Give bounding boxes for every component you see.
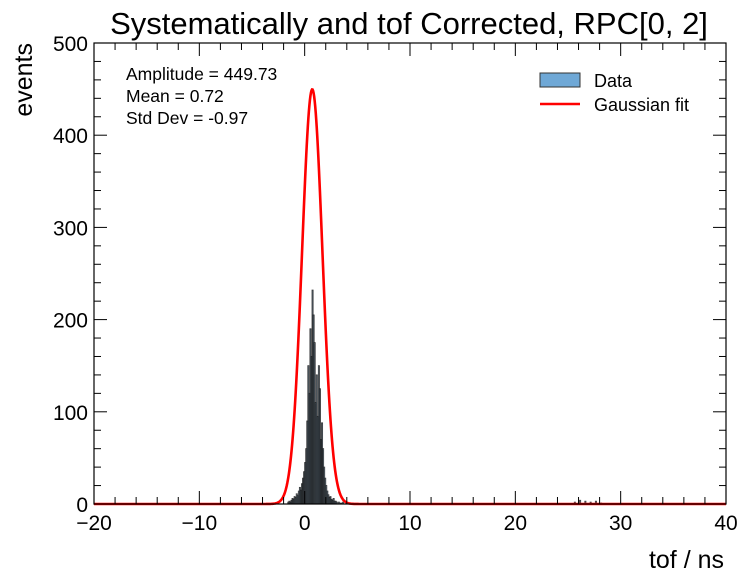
legend-label-gaussian-fit: Gaussian fit bbox=[594, 95, 689, 115]
y-tick-label: 400 bbox=[53, 125, 88, 148]
y-axis-label: events bbox=[10, 43, 38, 117]
gaussian-fit-curve bbox=[94, 87, 726, 506]
stat-std-dev: Std Dev = -0.97 bbox=[126, 108, 248, 128]
y-tick-label: 200 bbox=[53, 310, 88, 333]
chart-title: Systematically and tof Corrected, RPC[0,… bbox=[110, 6, 708, 41]
legend-label-data: Data bbox=[594, 71, 633, 91]
x-tick-label: −20 bbox=[76, 512, 112, 535]
stats-box: Amplitude = 449.73 Mean = 0.72 Std Dev =… bbox=[126, 64, 277, 128]
stat-amplitude: Amplitude = 449.73 bbox=[126, 64, 277, 84]
plot-frame bbox=[93, 42, 727, 505]
x-tick-label: 20 bbox=[504, 512, 527, 535]
y-tick-label: 0 bbox=[76, 494, 88, 517]
histogram-bars bbox=[287, 289, 603, 505]
axis-ticks bbox=[93, 42, 727, 505]
x-axis-label: tof / ns bbox=[649, 546, 724, 574]
legend: Data Gaussian fit bbox=[539, 71, 689, 115]
x-tick-label: −10 bbox=[182, 512, 218, 535]
x-tick-label: 10 bbox=[398, 512, 421, 535]
legend-swatch-data bbox=[539, 72, 581, 88]
y-tick-label: 500 bbox=[53, 33, 88, 56]
y-tick-label: 300 bbox=[53, 217, 88, 240]
x-tick-label: 40 bbox=[714, 512, 737, 535]
y-tick-label: 100 bbox=[53, 402, 88, 425]
stat-mean: Mean = 0.72 bbox=[126, 86, 224, 106]
x-tick-label: 30 bbox=[609, 512, 632, 535]
x-tick-label: 0 bbox=[299, 512, 311, 535]
